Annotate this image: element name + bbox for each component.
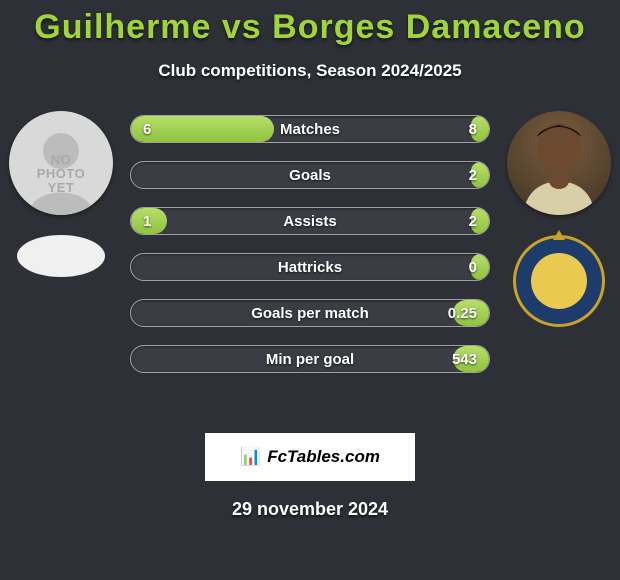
chart-icon: 📊 [240, 447, 261, 467]
club-right-inner [531, 253, 587, 309]
stat-row: 0Hattricks [130, 253, 490, 281]
snapshot-date: 29 november 2024 [0, 499, 620, 520]
site-logo-text: FcTables.com [267, 447, 380, 467]
stat-value-left [131, 300, 155, 326]
page-subtitle: Club competitions, Season 2024/2025 [0, 61, 620, 81]
stat-value-left [131, 254, 155, 280]
stat-label: Assists [131, 208, 489, 234]
stat-value-left: 6 [131, 116, 163, 142]
club-left-badge [17, 235, 105, 277]
page-title: Guilherme vs Borges Damaceno [0, 0, 620, 47]
stat-value-right: 2 [457, 162, 489, 188]
stat-value-left: 1 [131, 208, 163, 234]
stat-label: Hattricks [131, 254, 489, 280]
stat-value-right: 0.25 [436, 300, 489, 326]
stat-bars: 68Matches2Goals12Assists0Hattricks0.25Go… [130, 111, 490, 373]
stat-value-left [131, 346, 155, 372]
stat-row: 2Goals [130, 161, 490, 189]
player-left-avatar: NOPHOTOYET [9, 111, 113, 215]
stat-value-right: 8 [457, 116, 489, 142]
comparison-panel: NOPHOTOYET 68Matches2Goals12Assists0Hatt… [0, 111, 620, 411]
site-logo: 📊 FcTables.com [205, 433, 415, 481]
player-right-column [504, 111, 614, 327]
stat-label: Min per goal [131, 346, 489, 372]
stat-value-right: 2 [457, 208, 489, 234]
stat-row: 68Matches [130, 115, 490, 143]
stat-row: 543Min per goal [130, 345, 490, 373]
club-right-badge [513, 235, 605, 327]
stat-value-right: 543 [440, 346, 489, 372]
player-right-avatar [507, 111, 611, 215]
no-photo-label: NOPHOTOYET [9, 153, 113, 195]
stat-label: Goals [131, 162, 489, 188]
stat-row: 1 2Assists [130, 207, 490, 235]
stat-value-left [131, 162, 155, 188]
stat-value-right: 0 [457, 254, 489, 280]
club-right-crown-icon [553, 230, 565, 240]
stat-row: 0.25Goals per match [130, 299, 490, 327]
player-left-column: NOPHOTOYET [6, 111, 116, 277]
